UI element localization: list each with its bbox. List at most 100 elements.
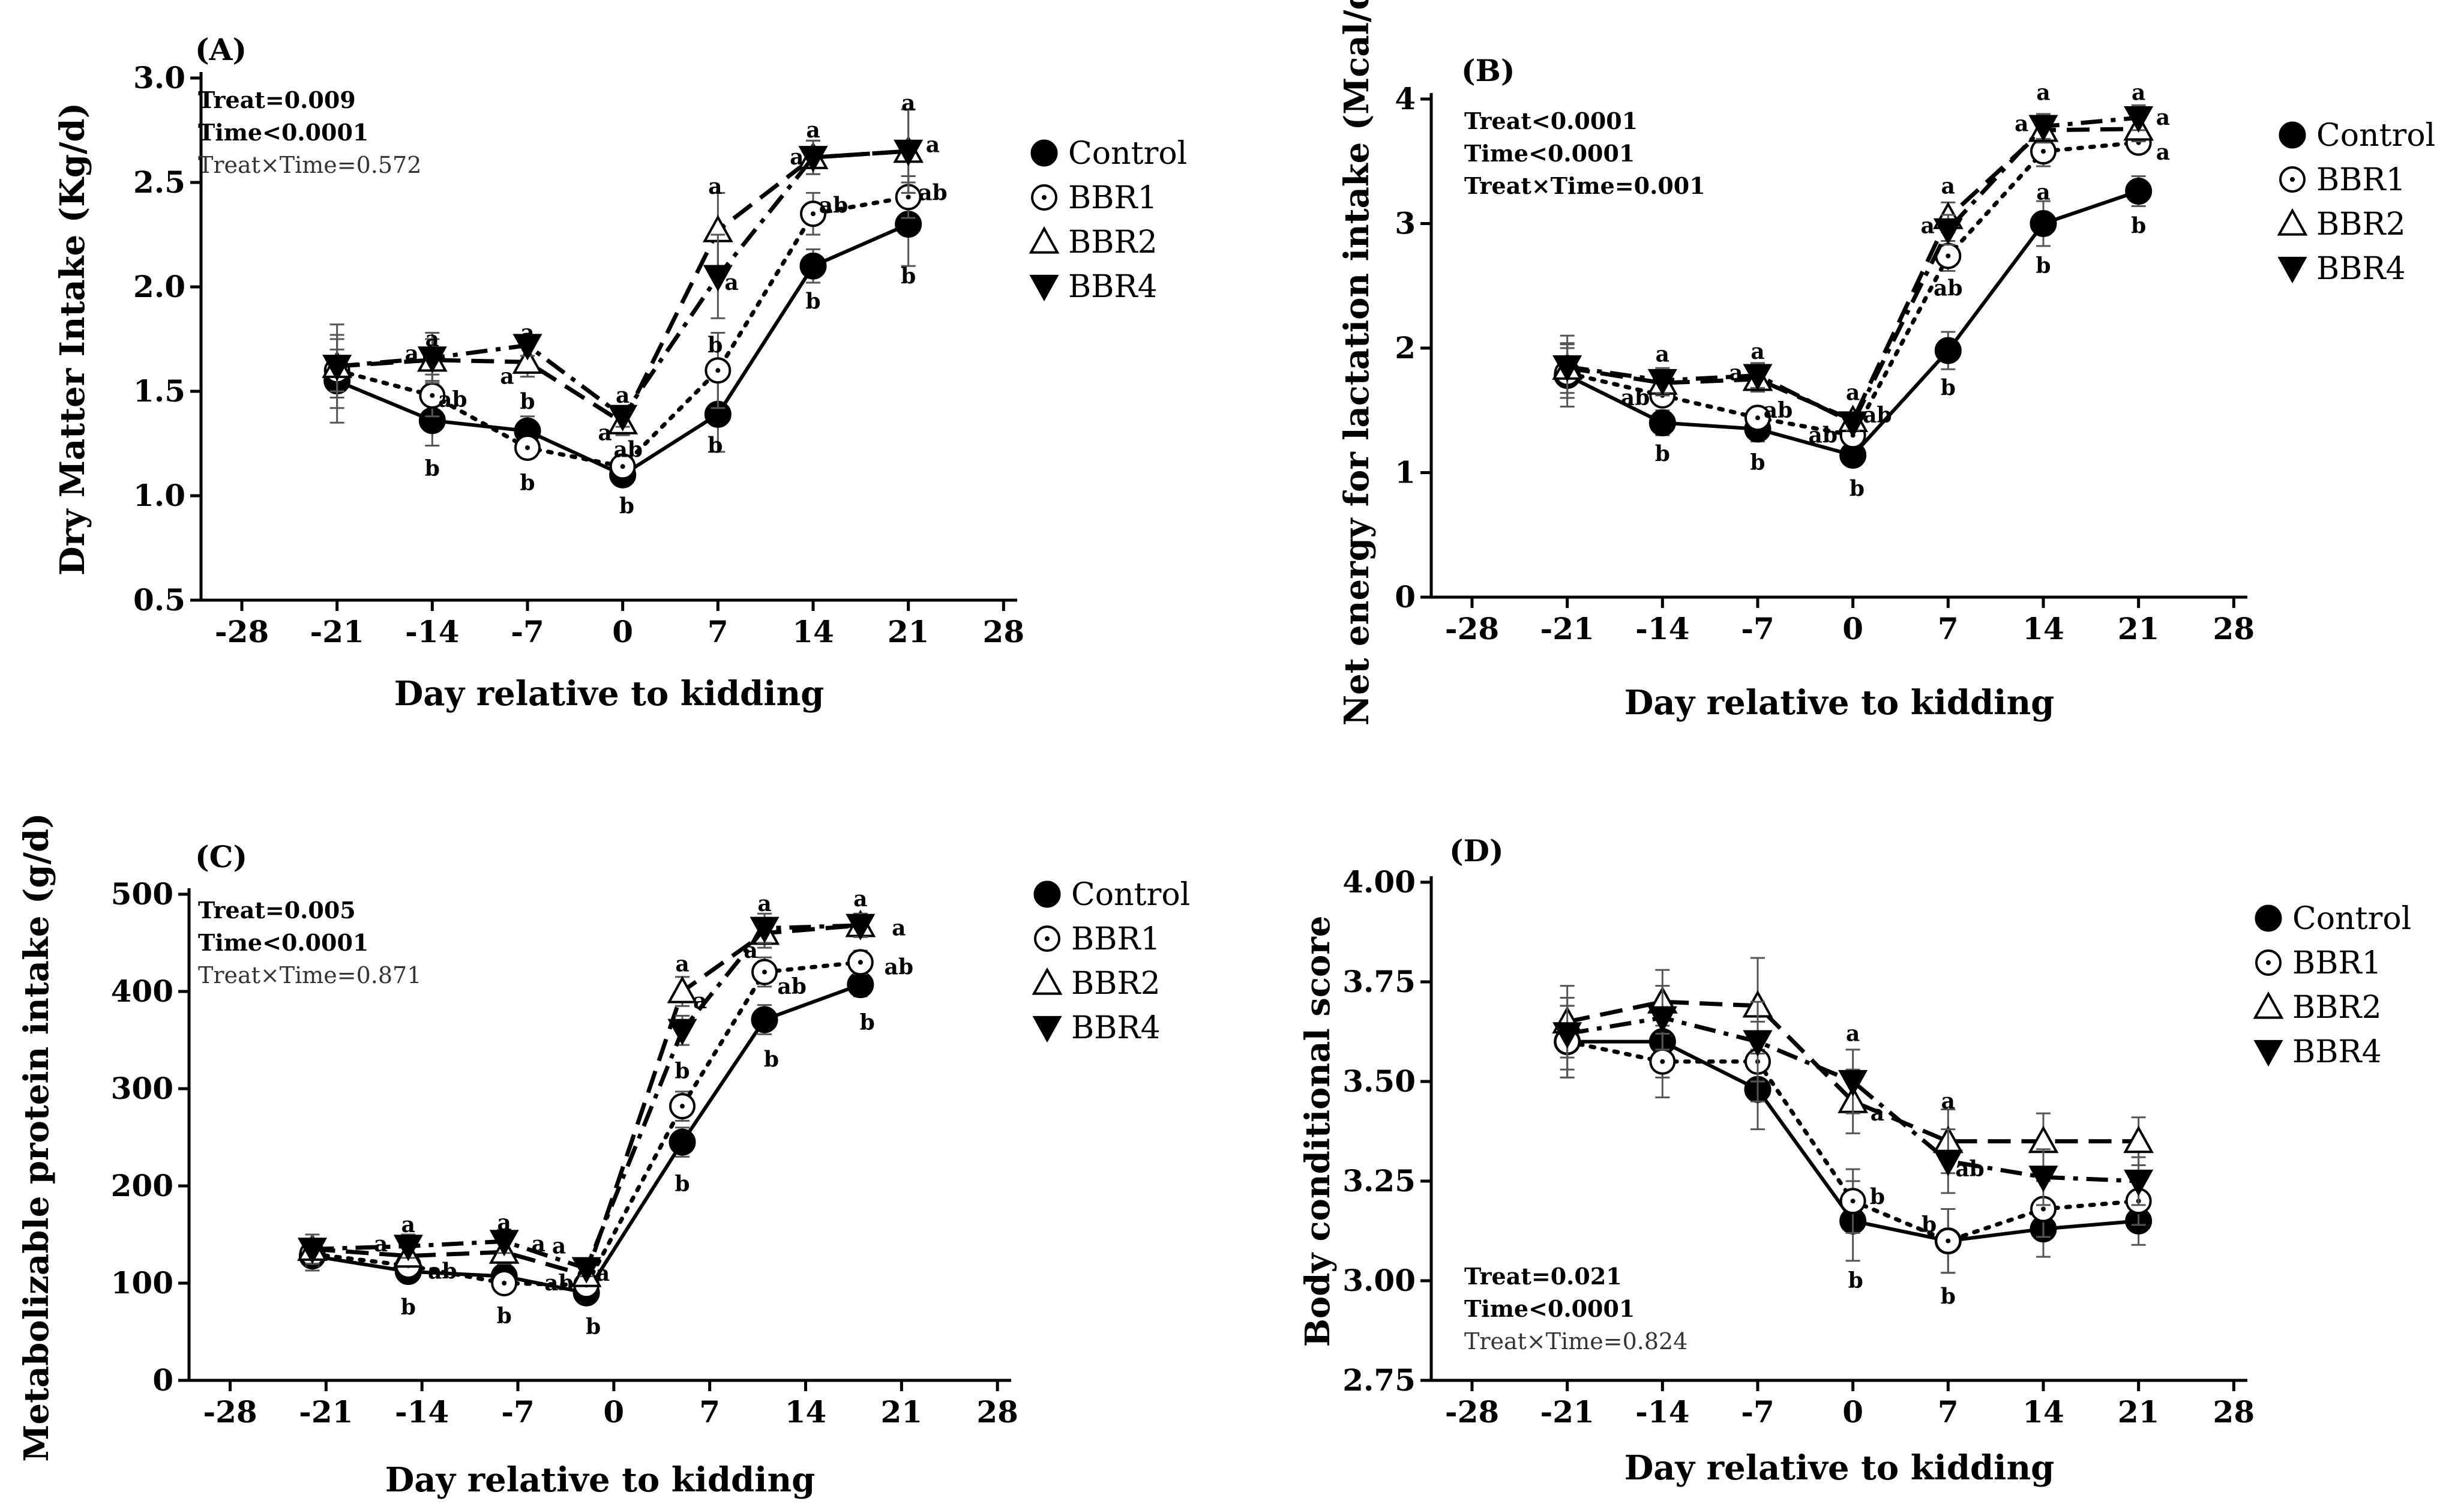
data-point — [847, 971, 874, 999]
series-line — [337, 149, 909, 420]
x-tick-label: -28 — [215, 614, 269, 649]
significance-label: a — [497, 1211, 511, 1236]
legend-marker — [2279, 121, 2306, 149]
legend-marker-center — [2290, 177, 2295, 182]
legend-label: Control — [1071, 877, 1190, 913]
stat-line: Treat×Time=0.824 — [1464, 1328, 1687, 1355]
significance-label: ab — [1621, 385, 1650, 411]
panel-label: (C) — [195, 839, 247, 874]
x-tick-label: -14 — [395, 1394, 449, 1430]
x-axis-title: Day relative to kidding — [1624, 1448, 2055, 1488]
significance-label: a — [675, 952, 689, 977]
x-tick-label: -28 — [1445, 611, 1499, 646]
stat-line: Treat=0.021 — [1464, 1263, 1622, 1290]
significance-label: b — [497, 1304, 512, 1329]
legend-marker-center — [1045, 936, 1050, 941]
significance-label: a — [616, 383, 630, 408]
x-tick-label: 0 — [603, 1394, 624, 1430]
data-point — [1838, 1069, 1868, 1097]
data-point — [512, 346, 543, 374]
y-tick-label: 3.25 — [1342, 1163, 1416, 1199]
significance-label: ab — [1934, 275, 1963, 301]
y-tick-label: 1.5 — [133, 373, 185, 409]
legend-label: Control — [2316, 118, 2435, 154]
significance-label: a — [757, 891, 771, 916]
legend-marker — [2253, 991, 2284, 1019]
significance-label: a — [2156, 105, 2170, 130]
data-point-center — [502, 1281, 507, 1286]
significance-label: b — [708, 332, 723, 358]
data-point-center — [715, 368, 721, 373]
series-bbr4 — [1552, 104, 2154, 438]
x-tick-label: 14 — [785, 1394, 827, 1430]
data-point — [1933, 218, 1963, 245]
significance-label: a — [596, 1261, 610, 1286]
x-tick-label: -21 — [310, 614, 364, 649]
significance-label: b — [520, 471, 535, 496]
data-point-center — [811, 211, 816, 217]
x-tick-label: 21 — [2118, 611, 2160, 646]
significance-label: a — [425, 326, 439, 352]
data-point-center — [1946, 1238, 1951, 1244]
significance-label: b — [675, 1059, 690, 1084]
legend-label: Control — [2292, 901, 2411, 937]
legend-marker — [2277, 256, 2307, 284]
y-tick-label: 3.50 — [1342, 1063, 1416, 1099]
data-point-center — [762, 969, 767, 975]
data-point — [1647, 1006, 1677, 1033]
significance-label: b — [1750, 450, 1765, 475]
data-point — [703, 265, 733, 292]
stat-line: Treat=0.009 — [198, 86, 356, 113]
stat-line: Time<0.0001 — [198, 119, 368, 146]
legend-label: BBR2 — [1071, 966, 1161, 1002]
data-point — [2028, 115, 2058, 142]
significance-label: a — [1729, 361, 1743, 386]
data-point — [669, 1128, 696, 1156]
x-tick-label: -14 — [405, 614, 459, 649]
y-tick-label: 4.00 — [1342, 864, 1416, 900]
significance-label: b — [708, 433, 723, 458]
significance-label: a — [520, 320, 534, 346]
significance-label: b — [520, 389, 535, 414]
significance-label: ab — [1809, 423, 1838, 448]
significance-label: a — [2036, 180, 2050, 205]
legend-label: BBR4 — [2316, 251, 2406, 287]
legend-marker — [1030, 139, 1058, 167]
significance-label: ab — [918, 180, 948, 205]
legend-marker — [2277, 208, 2308, 236]
significance-label: a — [500, 364, 514, 390]
panel-b: 0 1 2 3 4 -28 -21 -14 -7 0 7 14 21 28 Day relative to … — [1337, 0, 2435, 726]
significance-label: a — [926, 132, 940, 157]
legend-label: BBR1 — [1071, 921, 1161, 957]
x-tick-label: 14 — [2022, 611, 2064, 646]
significance-label: b — [2036, 253, 2051, 278]
legend-marker-center — [2266, 960, 2271, 965]
stat-line: Treat<0.0001 — [1464, 107, 1638, 134]
legend-marker — [1032, 967, 1063, 995]
stat-line: Treat=0.005 — [198, 897, 356, 924]
data-point — [750, 916, 780, 943]
data-point — [2124, 1169, 2154, 1197]
legend-label: BBR2 — [1068, 224, 1158, 260]
data-point — [571, 1257, 601, 1284]
significance-label: b — [1922, 1212, 1937, 1238]
significance-label: b — [805, 289, 820, 314]
significance-label: ab — [1863, 403, 1892, 428]
legend-label: BBR4 — [1068, 269, 1158, 305]
x-tick-label: -28 — [1445, 1394, 1499, 1430]
y-tick-label: 3.0 — [133, 60, 185, 95]
legend-marker — [2255, 904, 2282, 932]
significance-label: ab — [885, 955, 914, 980]
stat-line: Treat×Time=0.001 — [1464, 172, 1705, 199]
data-point — [2124, 106, 2154, 133]
data-point-center — [906, 194, 911, 200]
series-bbr4 — [322, 108, 924, 432]
legend-label: BBR4 — [2292, 1034, 2382, 1070]
series-line — [312, 982, 861, 1295]
y-axis-title: Dry Matter Intake (Kg/d) — [53, 103, 92, 576]
y-tick-label: 3.00 — [1342, 1263, 1416, 1298]
series-bbr4 — [297, 912, 876, 1284]
y-axis-title: Body conditional score — [1298, 916, 1338, 1347]
y-tick-label: 0 — [152, 1362, 173, 1398]
significance-label: ab — [613, 437, 643, 462]
